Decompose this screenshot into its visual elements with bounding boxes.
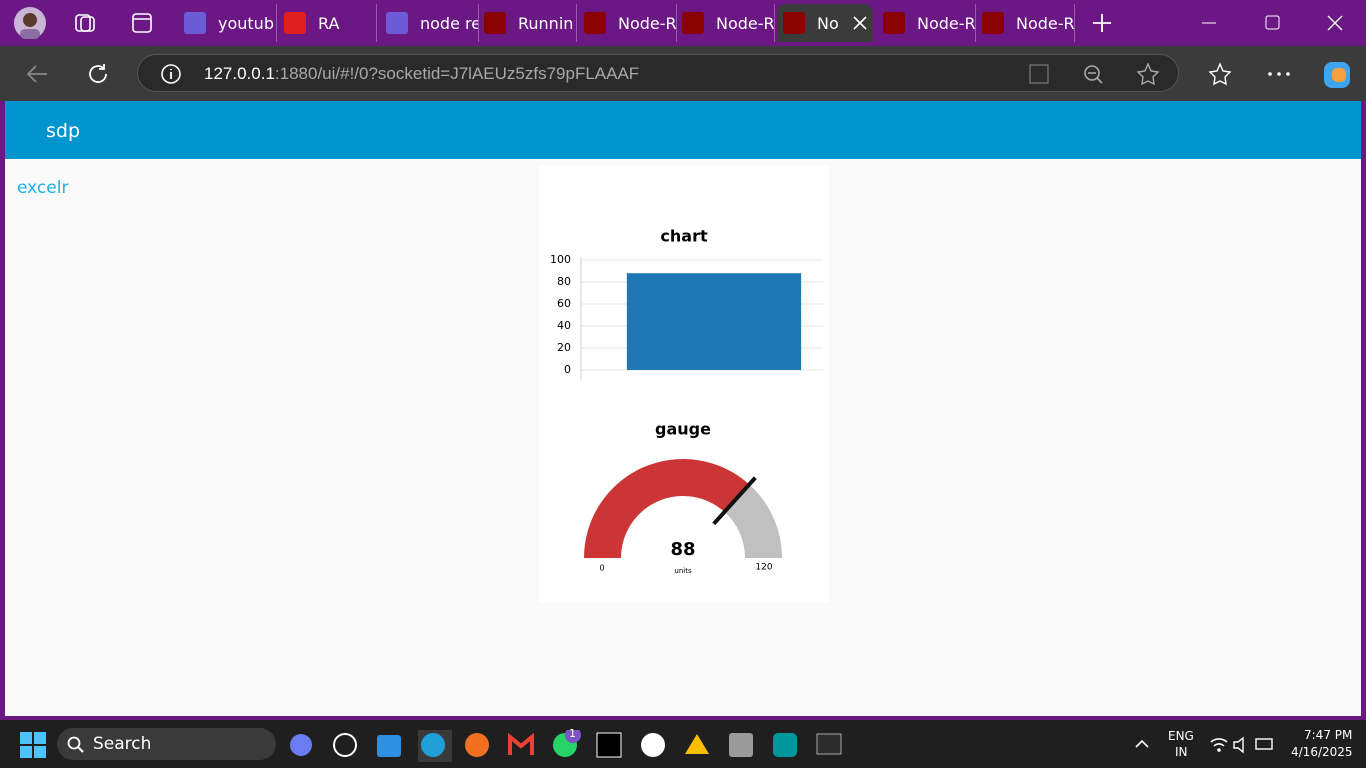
address-bar-row: 127.0.0.1:1880/ui/#!/0?socketid=J7lAEUz5… (0, 46, 1366, 101)
window-controls[interactable] (1200, 14, 1360, 32)
tab-bar: youtub RA node re Runnin Node-R Node-R No Node-… (0, 0, 1366, 46)
url-actions[interactable] (1028, 63, 1168, 85)
notification-badge: 1 (569, 727, 576, 740)
clock-date[interactable]: 4/16/2025 (1291, 745, 1353, 759)
gauge-value: 88 (670, 539, 695, 560)
tab-favicon (883, 12, 905, 34)
y-tick-label: 100 (550, 253, 571, 266)
tray-icons[interactable] (1210, 735, 1276, 755)
browser-tab[interactable]: node re (380, 4, 479, 42)
toolbar-icons[interactable] (1208, 62, 1366, 88)
search-icon (67, 736, 84, 753)
tab-actions-icon[interactable] (131, 12, 153, 34)
search-box[interactable]: Search (57, 728, 276, 760)
close-tab[interactable] (853, 16, 867, 30)
tab-title: RA (318, 13, 340, 33)
gauge-max: 120 (755, 563, 772, 573)
tab-favicon (783, 12, 805, 34)
tab-title: Node-R (716, 13, 775, 33)
y-tick-label: 20 (557, 341, 571, 354)
start-button[interactable] (20, 732, 46, 758)
clock-time[interactable]: 7:47 PM (1304, 728, 1353, 742)
url-box[interactable]: 127.0.0.1:1880/ui/#!/0?socketid=J7lAEUz5… (137, 54, 1179, 92)
chart-title: chart (660, 227, 708, 246)
gauge-track (724, 484, 782, 558)
new-tab-button[interactable] (1091, 12, 1113, 34)
region[interactable]: IN (1175, 745, 1188, 759)
browser-tab[interactable]: No (777, 4, 873, 42)
workspaces-icon[interactable] (73, 12, 97, 34)
language[interactable]: ENG (1168, 729, 1194, 743)
url-text: 127.0.0.1:1880/ui/#!/0?socketid=J7lAEUz5… (204, 64, 639, 84)
tab-favicon (484, 12, 506, 34)
browser-tab[interactable]: Runnin (478, 4, 577, 42)
tab-title: youtub (218, 13, 274, 33)
tab-title: Runnin (518, 13, 574, 33)
search-label: Search (93, 734, 152, 754)
taskbar: Search 1 ENG IN 7:47 PM 4/16/2025 (0, 720, 1366, 768)
gauge-value-arc (584, 459, 750, 558)
refresh-button[interactable] (86, 62, 110, 86)
tab-favicon (584, 12, 606, 34)
tab-title: Node-R (1016, 13, 1075, 33)
url-path: :1880/ui/#!/0?socketid=J7lAEUz5zfs79pFLA… (274, 64, 640, 83)
y-tick-label: 60 (557, 297, 571, 310)
dashboard-page: sdp excelr chart 0 20 40 60 80 100 gauge 88 units… (5, 101, 1361, 716)
browser-tab[interactable]: Node-R (578, 4, 677, 42)
tab-title: Node-R (917, 13, 976, 33)
browser-tab[interactable]: Node-R (676, 4, 775, 42)
url-host: 127.0.0.1 (204, 64, 275, 83)
tray-chevron[interactable] (1135, 738, 1149, 750)
tab-favicon (982, 12, 1004, 34)
dashboard-header: sdp (5, 101, 1361, 159)
tab-favicon (284, 12, 306, 34)
gauge-needle (712, 476, 757, 526)
profile-avatar[interactable] (14, 7, 46, 39)
tab-title: Node-R (618, 13, 677, 33)
y-tick-label: 40 (557, 319, 571, 332)
back-button[interactable] (25, 63, 49, 85)
browser-tab[interactable]: Node-R (877, 4, 976, 42)
gauge-min: 0 (599, 564, 604, 573)
y-tick-label: 0 (564, 363, 571, 376)
tab-favicon (386, 12, 408, 34)
widgets: chart 0 20 40 60 80 100 gauge 88 units 0 120 (550, 227, 823, 575)
header-title: sdp (46, 120, 81, 142)
tab-title: No (817, 13, 839, 33)
bar (626, 273, 802, 370)
browser-tab[interactable]: RA (278, 4, 377, 42)
tab-title: node re (420, 13, 479, 33)
browser-tab[interactable]: Node-R (976, 4, 1075, 42)
gauge-title: gauge (655, 420, 711, 439)
site-info-icon[interactable] (160, 63, 182, 85)
tab-favicon (682, 12, 704, 34)
y-tick-label: 80 (557, 275, 571, 288)
group-card (539, 166, 829, 602)
tab-favicon (184, 12, 206, 34)
gauge-units: units (674, 567, 692, 575)
browser-tab[interactable]: youtub (178, 4, 277, 42)
group-title: excelr (17, 178, 69, 198)
pinned-apps[interactable] (288, 730, 848, 762)
